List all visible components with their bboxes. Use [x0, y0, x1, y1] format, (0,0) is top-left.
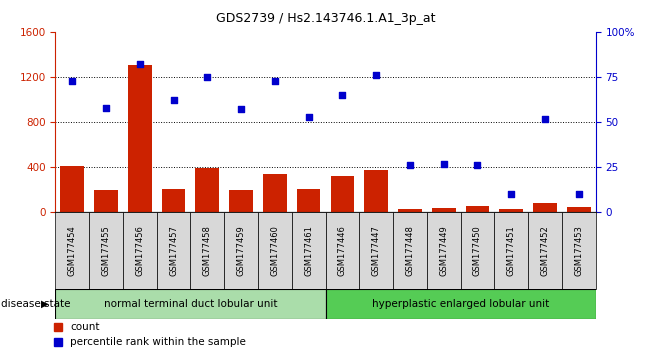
FancyBboxPatch shape: [123, 212, 157, 289]
Text: GDS2739 / Hs2.143746.1.A1_3p_at: GDS2739 / Hs2.143746.1.A1_3p_at: [215, 12, 436, 25]
Bar: [365, 170, 388, 212]
Text: GSM177453: GSM177453: [574, 225, 583, 276]
FancyBboxPatch shape: [359, 212, 393, 289]
Point: [574, 192, 584, 197]
FancyBboxPatch shape: [494, 212, 528, 289]
Text: GSM177461: GSM177461: [304, 225, 313, 276]
FancyBboxPatch shape: [89, 212, 123, 289]
Point: [472, 162, 482, 168]
Text: GSM177457: GSM177457: [169, 225, 178, 276]
Bar: [432, 209, 456, 212]
FancyBboxPatch shape: [326, 289, 596, 319]
Text: GSM177456: GSM177456: [135, 225, 145, 276]
Text: GSM177448: GSM177448: [406, 225, 415, 276]
Bar: [195, 168, 219, 212]
Text: ▶: ▶: [41, 298, 49, 309]
Bar: [161, 189, 186, 212]
Bar: [499, 209, 523, 212]
Point: [270, 78, 280, 84]
FancyBboxPatch shape: [157, 212, 191, 289]
Bar: [567, 207, 590, 212]
Bar: [331, 176, 354, 212]
Bar: [398, 209, 422, 212]
Text: GSM177458: GSM177458: [203, 225, 212, 276]
Text: GSM177459: GSM177459: [236, 225, 245, 276]
Text: normal terminal duct lobular unit: normal terminal duct lobular unit: [104, 298, 277, 309]
FancyBboxPatch shape: [393, 212, 427, 289]
Point: [236, 107, 246, 112]
Text: disease state: disease state: [1, 298, 71, 309]
Bar: [297, 189, 320, 212]
Text: GSM177450: GSM177450: [473, 225, 482, 276]
Point: [135, 62, 145, 67]
FancyBboxPatch shape: [224, 212, 258, 289]
FancyBboxPatch shape: [55, 289, 325, 319]
Text: GSM177452: GSM177452: [540, 225, 549, 276]
FancyBboxPatch shape: [326, 212, 359, 289]
Text: GSM177454: GSM177454: [68, 225, 77, 276]
Point: [371, 72, 381, 78]
FancyBboxPatch shape: [427, 212, 461, 289]
FancyBboxPatch shape: [562, 212, 596, 289]
Bar: [128, 64, 152, 212]
Point: [169, 98, 179, 103]
Text: hyperplastic enlarged lobular unit: hyperplastic enlarged lobular unit: [372, 298, 549, 309]
Point: [405, 162, 415, 168]
FancyBboxPatch shape: [461, 212, 494, 289]
Point: [506, 192, 516, 197]
Point: [67, 78, 77, 84]
FancyBboxPatch shape: [191, 212, 224, 289]
Bar: [263, 174, 286, 212]
Text: count: count: [70, 321, 100, 332]
Bar: [94, 190, 118, 212]
Point: [303, 114, 314, 120]
Point: [439, 161, 449, 166]
Text: GSM177446: GSM177446: [338, 225, 347, 276]
Bar: [533, 203, 557, 212]
Text: GSM177460: GSM177460: [270, 225, 279, 276]
Text: percentile rank within the sample: percentile rank within the sample: [70, 337, 246, 348]
FancyBboxPatch shape: [528, 212, 562, 289]
Point: [101, 105, 111, 110]
Text: GSM177447: GSM177447: [372, 225, 381, 276]
Text: GSM177449: GSM177449: [439, 225, 448, 276]
Point: [337, 92, 348, 98]
Bar: [465, 206, 490, 212]
Text: GSM177451: GSM177451: [506, 225, 516, 276]
Bar: [229, 190, 253, 212]
FancyBboxPatch shape: [292, 212, 326, 289]
Point: [540, 116, 550, 121]
FancyBboxPatch shape: [258, 212, 292, 289]
Bar: [61, 166, 84, 212]
Text: GSM177455: GSM177455: [102, 225, 111, 276]
FancyBboxPatch shape: [55, 212, 89, 289]
Point: [202, 74, 212, 80]
